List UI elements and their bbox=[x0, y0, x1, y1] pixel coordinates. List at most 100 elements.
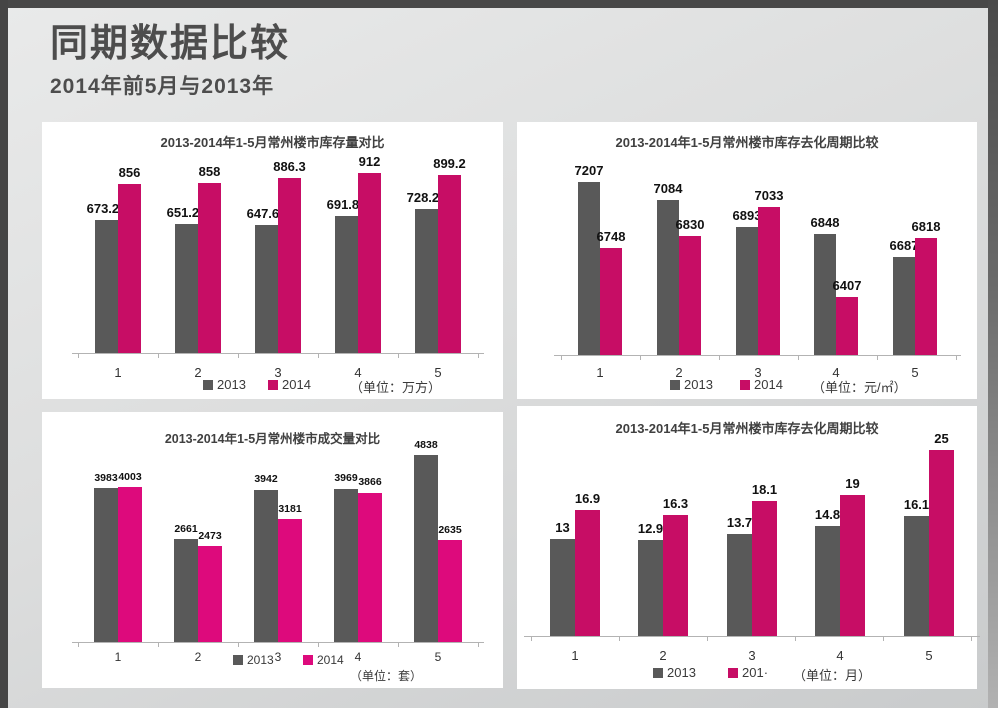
legend-label: 2014 bbox=[317, 653, 344, 667]
bar-value-label: 2473 bbox=[198, 529, 222, 542]
legend-item-2014: 2014 bbox=[303, 653, 344, 667]
x-axis-tick bbox=[718, 356, 720, 360]
chart-panel-inventory-volume: 2013-2014年1-5月常州楼市库存量对比 673.23 856 1 651.23 8… bbox=[42, 122, 503, 399]
bar-2014 bbox=[438, 540, 462, 642]
bar-2013 bbox=[814, 233, 836, 355]
bar-value-label: 899.2 bbox=[433, 156, 466, 172]
category-label: 2 bbox=[194, 365, 202, 380]
chart-title: 2013-2014年1-5月常州楼市成交量对比 bbox=[164, 432, 381, 446]
legend-label: 201· bbox=[742, 665, 769, 680]
bar-2014 bbox=[840, 494, 865, 636]
x-axis-tick bbox=[238, 643, 239, 647]
x-axis-tick bbox=[158, 354, 159, 358]
bar-value-label: 886.3 bbox=[273, 158, 306, 174]
category-label: 3 bbox=[274, 365, 282, 380]
legend-item-2013: 2013 bbox=[670, 377, 713, 392]
bar-2013 bbox=[255, 224, 278, 353]
bar-value-label: 16.9 bbox=[574, 491, 601, 507]
legend-label: 2014 bbox=[282, 377, 311, 392]
bar-value-label: 3866 bbox=[358, 476, 382, 489]
chart-panel-transaction-volume: 2013-2014年1-5月常州楼市成交量对比 3983 4003 1 2661 2473… bbox=[42, 412, 503, 688]
bar-2013 bbox=[174, 539, 198, 642]
category-label: 3 bbox=[274, 650, 282, 664]
bar-value-label: 13 bbox=[555, 520, 570, 536]
category-label: 4 bbox=[354, 650, 362, 664]
legend-item-2013: 2013 bbox=[233, 653, 274, 667]
bar-2013 bbox=[727, 534, 752, 636]
bar-value-label: 7207 bbox=[574, 163, 604, 179]
x-axis-tick bbox=[883, 637, 884, 641]
bar-value-label: 13.7 bbox=[726, 515, 753, 531]
bar-2014 bbox=[278, 177, 301, 353]
slide-right-border bbox=[988, 0, 998, 708]
bar-2014 bbox=[752, 501, 777, 636]
bar-2014 bbox=[836, 296, 858, 355]
x-axis-tick bbox=[707, 637, 708, 641]
bar-value-label: 2635 bbox=[438, 523, 462, 536]
x-axis-tick bbox=[971, 637, 972, 641]
x-axis-tick bbox=[78, 643, 79, 647]
bar-value-label: 7084 bbox=[653, 180, 683, 196]
bar-2013 bbox=[904, 516, 929, 636]
chart-title: 2013-2014年1-5月常州楼市库存去化周期比较 bbox=[615, 135, 879, 150]
bar-2013 bbox=[415, 208, 438, 353]
x-axis bbox=[71, 353, 485, 354]
page-title: 同期数据比较 bbox=[50, 23, 291, 65]
category-label: 5 bbox=[925, 648, 933, 663]
legend-swatch-2014 bbox=[728, 667, 738, 678]
bar-value-label: 856 bbox=[118, 164, 141, 180]
bar-value-label: 16.1 bbox=[903, 497, 930, 513]
bar-value-label: 728.26 bbox=[406, 189, 447, 205]
x-axis-tick bbox=[478, 354, 479, 358]
unit-label: （单位：万方） bbox=[350, 380, 442, 395]
bar-2013 bbox=[175, 224, 198, 353]
category-label: 3 bbox=[748, 648, 756, 663]
category-label: 4 bbox=[836, 648, 844, 663]
chart-panel-depletion-cycle: 2013-2014年1-5月常州楼市库存去化周期比较 13 16.9 1 12.9 16.… bbox=[517, 406, 981, 689]
bar-2014 bbox=[118, 183, 141, 353]
bar-value-label: 673.23 bbox=[86, 200, 127, 216]
legend-swatch-2014 bbox=[268, 379, 278, 390]
category-label: 1 bbox=[114, 650, 122, 664]
chart-title: 2013-2014年1-5月常州楼市库存去化周期比较 bbox=[615, 421, 879, 436]
bar-value-label: 647.62 bbox=[246, 205, 287, 221]
legend-swatch-2013 bbox=[653, 667, 663, 678]
legend-swatch-2013 bbox=[233, 655, 243, 665]
legend-label: 2013 bbox=[667, 665, 696, 680]
legend-label: 2013 bbox=[247, 653, 274, 667]
x-axis bbox=[71, 642, 485, 643]
bar-value-label: 3969 bbox=[334, 472, 358, 485]
x-axis-tick bbox=[795, 637, 796, 641]
legend-swatch-2014 bbox=[740, 379, 750, 390]
bar-2014 bbox=[358, 172, 381, 353]
legend-item-2013: 2013 bbox=[203, 377, 246, 392]
x-axis-tick bbox=[639, 356, 641, 360]
category-label: 5 bbox=[434, 650, 442, 664]
bar-value-label: 691.89 bbox=[326, 197, 367, 213]
bar-value-label: 651.23 bbox=[166, 205, 207, 221]
legend-label: 2013 bbox=[217, 377, 246, 392]
legend-swatch-2013 bbox=[670, 379, 680, 390]
bar-2013 bbox=[94, 488, 118, 642]
bar-2014 bbox=[929, 450, 954, 636]
category-label: 1 bbox=[571, 648, 579, 663]
bar-2014 bbox=[679, 236, 701, 355]
x-axis-tick bbox=[78, 354, 79, 358]
category-label: 2 bbox=[675, 365, 683, 380]
bar-value-label: 19 bbox=[845, 475, 860, 491]
slide-top-border bbox=[0, 0, 998, 8]
category-label: 5 bbox=[434, 365, 442, 380]
chart-title: 2013-2014年1-5月常州楼市库存量对比 bbox=[160, 135, 385, 150]
bar-2014 bbox=[915, 237, 937, 355]
unit-label: （单位：元/㎡） bbox=[812, 380, 907, 395]
category-label: 4 bbox=[354, 365, 362, 380]
legend-item-2014: 2014 bbox=[740, 377, 783, 392]
bar-2013 bbox=[657, 199, 679, 355]
category-label: 1 bbox=[596, 365, 604, 380]
x-axis bbox=[554, 355, 961, 356]
bar-value-label: 3942 bbox=[254, 473, 278, 486]
unit-label: （单位：月） bbox=[793, 668, 872, 683]
bar-value-label: 7033 bbox=[754, 188, 784, 204]
x-axis-tick bbox=[478, 643, 479, 647]
bar-2014 bbox=[278, 519, 302, 642]
